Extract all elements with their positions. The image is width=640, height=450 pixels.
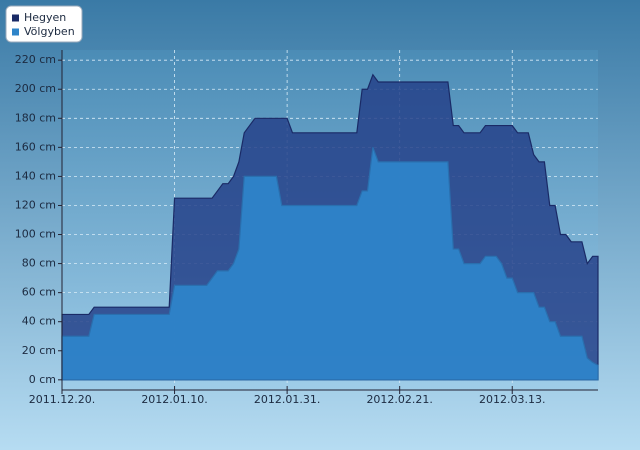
y-tick-label: 100 cm <box>15 228 56 241</box>
legend-swatch <box>12 28 19 36</box>
y-tick-label: 160 cm <box>15 140 56 153</box>
legend-label: Hegyen <box>24 11 66 24</box>
y-tick-label: 0 cm <box>29 373 56 386</box>
y-tick-label: 80 cm <box>22 257 56 270</box>
x-tick-label: 2012.01.31. <box>254 393 320 406</box>
legend-swatch <box>12 14 19 22</box>
legend-box <box>5 5 83 43</box>
x-tick-label: 2011.12.20. <box>29 393 95 406</box>
y-tick-label: 200 cm <box>15 82 56 95</box>
x-tick-label: 2012.02.21. <box>366 393 432 406</box>
y-tick-label: 220 cm <box>15 53 56 66</box>
x-tick-label: 2012.03.13. <box>479 393 545 406</box>
legend-label: Völgyben <box>24 25 75 38</box>
y-tick-label: 60 cm <box>22 286 56 299</box>
y-tick-label: 180 cm <box>15 111 56 124</box>
area <box>61 147 599 381</box>
y-tick-label: 120 cm <box>15 198 56 211</box>
x-tick-label: 2012.01.10. <box>141 393 207 406</box>
y-tick-label: 40 cm <box>22 315 56 328</box>
y-tick-label: 140 cm <box>15 169 56 182</box>
y-tick-label: 20 cm <box>22 344 56 357</box>
